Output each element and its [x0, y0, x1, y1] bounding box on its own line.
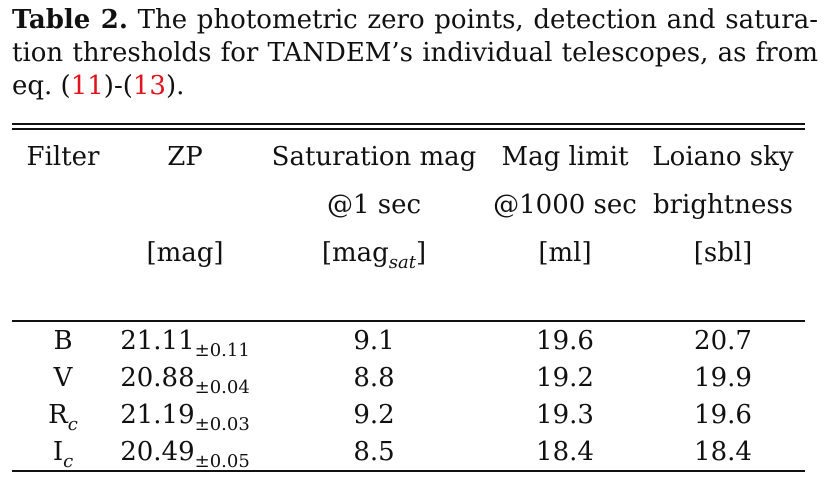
- cell-zp: 21.19±0.03: [110, 400, 260, 435]
- header-filter: Filter: [26, 142, 100, 172]
- cell-mag-limit: 19.2: [536, 363, 594, 393]
- caption-text: The photometric zero points, detection a…: [12, 5, 819, 101]
- cell-filter: B: [18, 326, 108, 359]
- zp-error: ±0.03: [194, 414, 250, 435]
- zp-error: ±0.11: [194, 340, 250, 361]
- header-zp-unit: [mag]: [146, 238, 224, 268]
- header-sky-unit: [sbl]: [693, 238, 753, 268]
- cell-mag-limit: 18.4: [536, 437, 594, 467]
- header-sky-line2: brightness: [652, 190, 794, 220]
- filter-subscript: c: [63, 451, 74, 472]
- cell-sky: 20.7: [694, 326, 752, 356]
- zp-value: 20.49: [120, 437, 195, 467]
- table-top-rule: [12, 123, 805, 125]
- cell-zp: 21.11±0.11: [110, 326, 260, 361]
- unit-subscript: sat: [388, 252, 416, 273]
- equation-ref-link[interactable]: 11: [70, 71, 104, 101]
- cell-zp: 20.49±0.05: [110, 437, 260, 472]
- caption-text-mid: )-(: [103, 71, 133, 101]
- equation-ref-link[interactable]: 13: [132, 71, 166, 101]
- cell-mag-limit: 19.3: [536, 400, 594, 430]
- header-mag-limit: Mag limit: [501, 142, 629, 172]
- filter-name: I: [52, 437, 64, 467]
- cell-filter: Ic: [18, 437, 108, 472]
- header-saturation-exposure: @1 sec: [326, 190, 422, 220]
- zp-error: ±0.04: [194, 377, 250, 398]
- filter-name: R: [48, 400, 68, 430]
- header-saturation-unit: [magsat]: [268, 238, 480, 273]
- header-mag-limit-exposure: @1000 sec: [493, 190, 637, 220]
- caption-label: Table 2.: [12, 5, 128, 35]
- filter-name: B: [53, 326, 73, 356]
- cell-saturation: 9.1: [353, 326, 395, 356]
- cell-sky: 19.9: [694, 363, 752, 393]
- cell-saturation: 9.2: [353, 400, 395, 430]
- zp-error: ±0.05: [194, 451, 250, 472]
- filter-name: V: [53, 363, 73, 393]
- unit-main: [mag: [321, 238, 389, 268]
- table-caption: Table 2. The photometric zero points, de…: [12, 4, 818, 103]
- cell-filter: Rc: [18, 400, 108, 435]
- unit-close: ]: [416, 238, 427, 268]
- cell-zp: 20.88±0.04: [110, 363, 260, 398]
- cell-saturation: 8.5: [353, 437, 395, 467]
- cell-sky: 19.6: [694, 400, 752, 430]
- zp-value: 21.19: [120, 400, 195, 430]
- cell-filter: V: [18, 363, 108, 396]
- table-top-rule-second: [12, 128, 805, 130]
- cell-sky: 18.4: [694, 437, 752, 467]
- header-sky: Loiano sky: [652, 142, 794, 172]
- table-bottom-rule: [12, 470, 805, 472]
- caption-text-end: ).: [165, 71, 185, 101]
- header-saturation: Saturation mag: [271, 142, 477, 172]
- cell-saturation: 8.8: [353, 363, 395, 393]
- filter-subscript: c: [67, 414, 78, 435]
- zp-value: 20.88: [120, 363, 195, 393]
- zp-value: 21.11: [120, 326, 195, 356]
- table-mid-rule: [12, 320, 805, 322]
- header-zp: ZP: [167, 142, 203, 172]
- header-mag-limit-unit: [ml]: [538, 238, 592, 268]
- cell-mag-limit: 19.6: [536, 326, 594, 356]
